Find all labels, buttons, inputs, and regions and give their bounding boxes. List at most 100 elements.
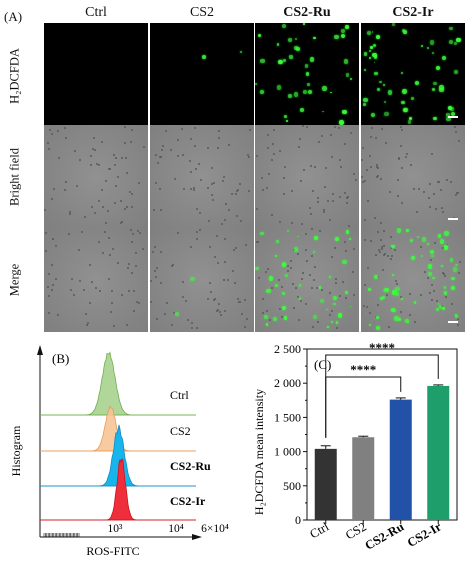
cell-speck [218, 129, 221, 132]
cell-speck [269, 318, 272, 321]
fluorescent-spot [260, 90, 264, 94]
cell-speck [209, 245, 211, 248]
cell-speck [343, 240, 346, 243]
cell-speck [155, 153, 158, 156]
cell-speck [86, 321, 89, 324]
fluorescent-spot [337, 313, 343, 318]
cell-speck [193, 144, 196, 147]
histogram-y-arrow [37, 345, 43, 355]
cell-speck [309, 165, 312, 168]
fluorescent-spot [283, 114, 287, 118]
cell-speck [244, 325, 247, 328]
cell-speck [321, 288, 324, 291]
cell-speck [350, 132, 353, 135]
histogram-xtick-6e4: 6×10⁴ [201, 523, 229, 535]
fluorescent-spot [402, 89, 408, 94]
cell-speck [180, 127, 183, 130]
cell-speck [256, 241, 259, 244]
cell-speck [449, 180, 452, 183]
fluorescent-spot [302, 90, 307, 95]
fluorescent-spot [174, 311, 180, 317]
cell-speck [193, 187, 196, 190]
cell-speck [246, 154, 249, 157]
cell-speck [400, 166, 403, 169]
fluorescent-spot [387, 90, 392, 95]
cell-speck [326, 200, 329, 203]
fluorescent-spot [276, 84, 282, 90]
cell-speck [181, 280, 184, 283]
cell-speck [209, 290, 212, 293]
cell-speck [139, 231, 142, 234]
fluorescent-spot [379, 80, 383, 84]
cell-speck [301, 125, 304, 128]
cell-speck [324, 186, 327, 189]
cell-speck [415, 211, 418, 214]
cell-speck [442, 246, 445, 249]
fluorescent-spot [453, 70, 458, 75]
cell-speck [278, 278, 281, 281]
fluorescent-spot [371, 31, 374, 34]
fluorescent-spot [376, 35, 380, 40]
fluorescent-spot [268, 276, 274, 281]
fluorescent-spot [296, 47, 301, 52]
cell-speck [129, 229, 132, 232]
fluorescent-spot [372, 53, 377, 58]
fluorescent-spot [421, 45, 423, 47]
cell-speck [134, 252, 137, 255]
fluorescent-spot [374, 71, 378, 76]
micrograph-tile [44, 228, 148, 332]
cell-speck [150, 301, 153, 304]
cell-speck [152, 250, 155, 253]
fluorescent-spot [282, 58, 286, 62]
cell-speck [384, 252, 387, 255]
cell-speck [232, 270, 235, 273]
cell-speck [312, 279, 315, 282]
cell-speck [210, 182, 213, 185]
fluorescent-spot [363, 97, 369, 103]
cell-speck [431, 153, 434, 156]
cell-speck [368, 155, 371, 158]
cell-speck [441, 271, 444, 274]
cell-speck [212, 299, 215, 301]
cell-speck [127, 266, 130, 269]
cell-speck [338, 127, 341, 130]
fluorescent-spot [430, 250, 435, 255]
significance-bracket [325, 354, 439, 438]
fluorescent-spot [276, 240, 279, 243]
cell-speck [267, 268, 270, 271]
cell-speck [343, 191, 346, 194]
fluorescent-spot [454, 263, 458, 267]
fluorescent-spot [260, 58, 265, 64]
fluorescent-spot [443, 286, 447, 289]
cell-speck [324, 167, 327, 170]
micrograph-tile [361, 125, 465, 229]
cell-speck [270, 159, 273, 162]
fluorescent-spot [302, 23, 305, 26]
fluorescent-spot [190, 276, 196, 282]
fluorescent-spot [349, 237, 352, 240]
cell-speck [143, 145, 146, 148]
fluorescent-spot [341, 33, 346, 38]
cell-speck [397, 156, 400, 159]
cell-speck [433, 193, 436, 196]
cell-speck [177, 155, 180, 158]
cell-speck [380, 239, 383, 242]
cell-speck [438, 181, 440, 184]
cell-speck [130, 129, 133, 132]
fluorescent-spot [441, 56, 446, 61]
fluorescent-spot [381, 296, 385, 300]
cell-speck [134, 265, 137, 268]
fluorescent-spot [282, 261, 287, 266]
cell-speck [177, 139, 180, 142]
cell-speck [452, 216, 455, 219]
cell-speck [84, 215, 87, 218]
cell-speck [298, 146, 301, 149]
cell-speck [50, 197, 53, 200]
cell-speck [366, 169, 369, 172]
cell-speck [344, 143, 347, 146]
cell-speck [206, 297, 209, 300]
cell-speck [381, 128, 384, 131]
cell-speck [423, 270, 426, 273]
fluorescent-spot [281, 24, 286, 28]
cell-speck [222, 179, 225, 182]
